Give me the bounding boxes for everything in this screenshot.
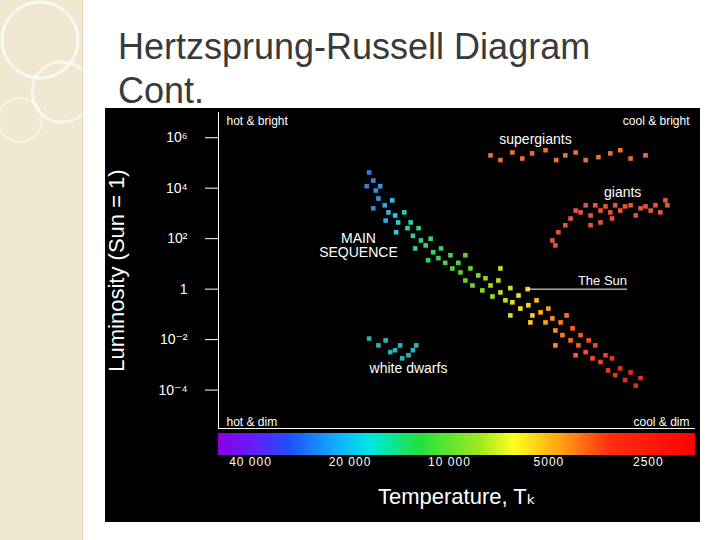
svg-text:40 000: 40 000 bbox=[229, 455, 272, 469]
svg-text:The Sun: The Sun bbox=[578, 273, 627, 288]
svg-text:20 000: 20 000 bbox=[329, 455, 372, 469]
svg-text:giants: giants bbox=[604, 184, 641, 200]
svg-text:cool & bright: cool & bright bbox=[623, 114, 690, 128]
svg-text:MAINSEQUENCE: MAINSEQUENCE bbox=[319, 230, 398, 260]
svg-text:10²: 10² bbox=[167, 230, 188, 246]
svg-text:cool & dim: cool & dim bbox=[633, 415, 689, 429]
html-text:Hertzsprung-Russell Diagram Co: Hertzsprung-Russell Diagram Cont. bbox=[118, 26, 591, 111]
svg-text:10 000: 10 000 bbox=[428, 455, 471, 469]
svg-text:1: 1 bbox=[180, 281, 188, 297]
svg-text:white dwarfs: white dwarfs bbox=[369, 360, 448, 376]
svg-text:5000: 5000 bbox=[534, 455, 565, 469]
svg-text:10⁻⁴: 10⁻⁴ bbox=[159, 382, 188, 398]
svg-text:10⁴: 10⁴ bbox=[166, 180, 188, 196]
svg-text:Temperature, Tₖ: Temperature, Tₖ bbox=[378, 484, 536, 509]
svg-text:Luminosity (Sun = 1): Luminosity (Sun = 1) bbox=[104, 169, 129, 371]
svg-text:hot & bright: hot & bright bbox=[227, 114, 289, 128]
svg-text:10⁻²: 10⁻² bbox=[160, 331, 188, 347]
svg-text:2500: 2500 bbox=[633, 455, 664, 469]
svg-text:supergiants: supergiants bbox=[499, 131, 571, 147]
svg-text:10⁶: 10⁶ bbox=[166, 129, 187, 145]
svg-text:hot & dim: hot & dim bbox=[227, 415, 278, 429]
